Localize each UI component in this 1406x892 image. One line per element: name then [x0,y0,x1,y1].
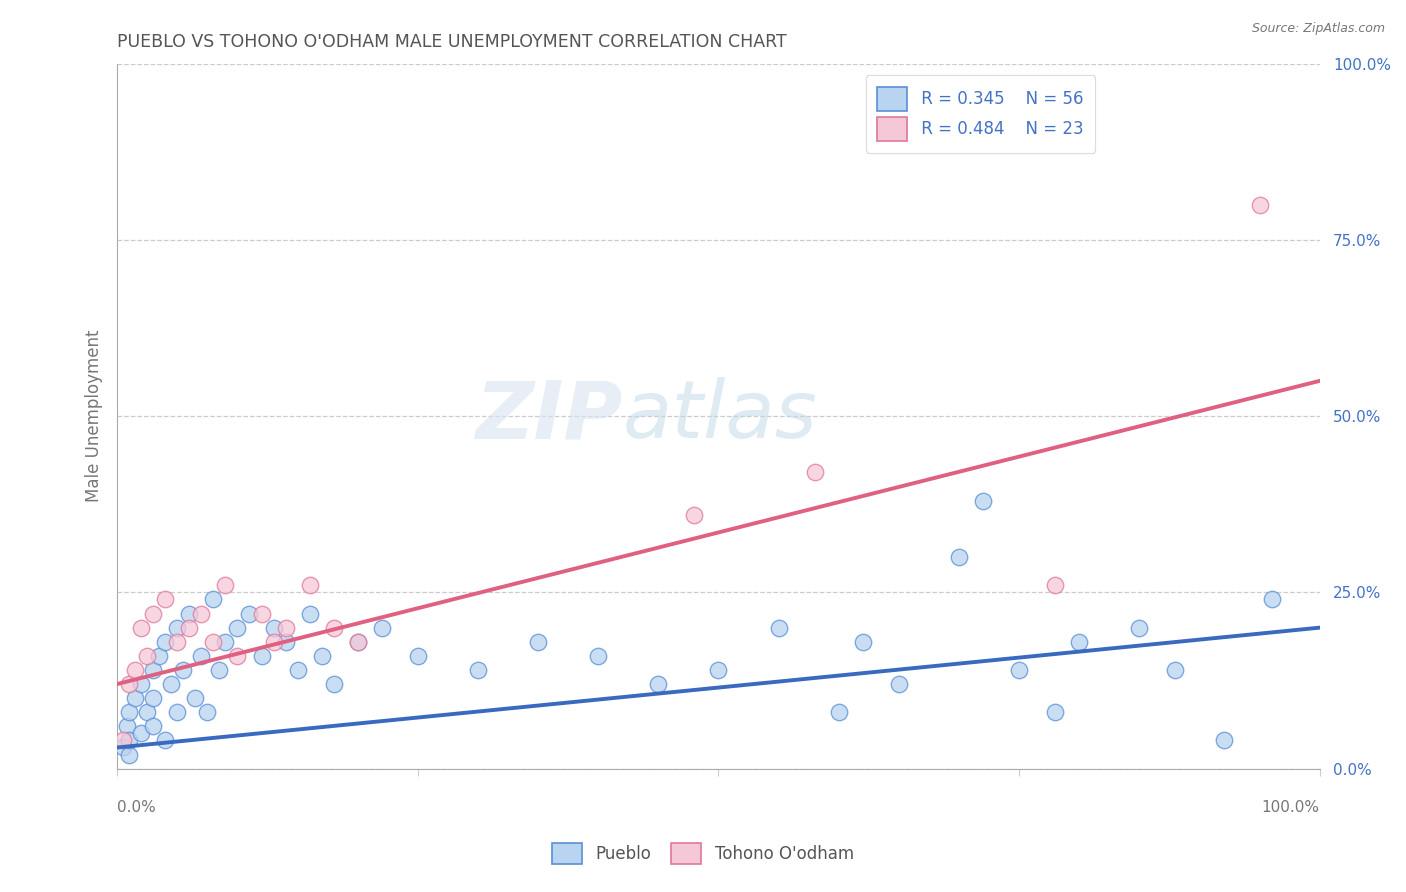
Point [1045,705,1067,719]
Point [972,493,994,508]
Point [1212,733,1234,747]
Point [136,648,159,663]
Point [346,634,368,648]
Point [160,677,183,691]
Point [148,648,170,663]
Point [118,677,141,691]
Point [208,663,231,677]
Point [250,648,273,663]
Point [406,648,429,663]
Text: PUEBLO VS TOHONO O'ODHAM MALE UNEMPLOYMENT CORRELATION CHART: PUEBLO VS TOHONO O'ODHAM MALE UNEMPLOYME… [117,33,787,51]
Point [263,634,285,648]
Point [887,677,910,691]
Point [1249,197,1271,211]
Point [1069,634,1091,648]
Point [1260,592,1282,607]
Point [142,691,165,706]
Point [311,648,333,663]
Text: Source: ZipAtlas.com: Source: ZipAtlas.com [1251,22,1385,36]
Point [768,621,790,635]
Point [586,648,609,663]
Point [179,621,201,635]
Point [298,607,321,621]
Point [184,691,207,706]
Point [166,634,188,648]
Point [124,663,146,677]
Point [190,648,212,663]
Point [1045,578,1067,592]
Point [197,705,219,719]
Point [118,705,141,719]
Point [190,607,212,621]
Point [322,677,344,691]
Point [172,663,194,677]
Legend:  R = 0.345    N = 56,  R = 0.484    N = 23: R = 0.345 N = 56, R = 0.484 N = 23 [866,75,1095,153]
Point [166,705,188,719]
Point [852,634,875,648]
Point [214,578,236,592]
Point [274,621,297,635]
Point [112,733,135,747]
Point [155,634,177,648]
Point [202,634,225,648]
Point [322,621,344,635]
Point [115,719,138,733]
Point [287,663,309,677]
Text: 0.0%: 0.0% [117,800,156,815]
Point [274,634,297,648]
Point [707,663,730,677]
Point [142,719,165,733]
Legend: Pueblo, Tohono O'odham: Pueblo, Tohono O'odham [546,837,860,871]
Point [142,607,165,621]
Point [155,592,177,607]
Point [179,607,201,621]
Point [226,621,249,635]
Point [112,740,135,755]
Point [142,663,165,677]
Text: 100.0%: 100.0% [1261,800,1320,815]
Point [803,466,825,480]
Text: atlas: atlas [623,377,817,455]
Point [527,634,550,648]
Point [155,733,177,747]
Point [202,592,225,607]
Y-axis label: Male Unemployment: Male Unemployment [86,330,103,502]
Point [136,705,159,719]
Point [683,508,706,522]
Point [263,621,285,635]
Point [129,677,152,691]
Point [467,663,489,677]
Point [129,621,152,635]
Point [1164,663,1187,677]
Point [250,607,273,621]
Point [371,621,394,635]
Point [647,677,669,691]
Point [166,621,188,635]
Text: ZIP: ZIP [475,377,623,455]
Point [1128,621,1150,635]
Point [118,747,141,762]
Point [226,648,249,663]
Point [118,733,141,747]
Point [124,691,146,706]
Point [214,634,236,648]
Point [948,550,970,565]
Point [346,634,368,648]
Point [129,726,152,740]
Point [828,705,851,719]
Point [1008,663,1031,677]
Point [238,607,260,621]
Point [298,578,321,592]
